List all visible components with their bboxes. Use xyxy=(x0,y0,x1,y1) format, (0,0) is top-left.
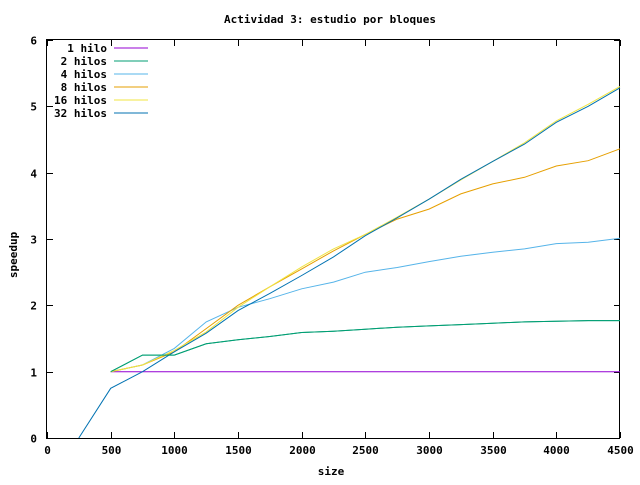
x-tick-label: 4500 xyxy=(607,444,634,457)
axis-ticks: 0 500 1000 1500 2000 2500 3000 3500 4000 4500 0 1 2 3… xyxy=(30,35,633,458)
x-tick-label: 2000 xyxy=(289,444,316,457)
series-line-6 xyxy=(110,320,620,373)
x-tick-label: 3500 xyxy=(480,444,507,457)
y-tick-label: 4 xyxy=(30,168,37,181)
x-tick-label: 3000 xyxy=(416,444,443,457)
legend-label: 16 hilos xyxy=(54,94,107,107)
series-line-2 xyxy=(110,237,621,373)
legend-label: 4 hilos xyxy=(61,68,107,81)
legend-label: 8 hilos xyxy=(61,81,107,94)
plot-frame xyxy=(46,39,620,439)
series-line-5 xyxy=(78,87,621,439)
series-lines xyxy=(78,85,621,439)
legend-label: 1 hilo xyxy=(67,42,107,55)
y-tick-label: 3 xyxy=(30,234,37,247)
y-tick-label: 5 xyxy=(30,101,37,114)
series-line-1 xyxy=(110,320,620,373)
x-tick-label: 500 xyxy=(102,444,122,457)
y-tick-label: 2 xyxy=(30,300,37,313)
x-tick-label: 1000 xyxy=(161,444,188,457)
y-tick-label: 6 xyxy=(30,35,37,48)
y-tick-label: 1 xyxy=(30,367,37,380)
legend-label: 32 hilos xyxy=(54,107,107,120)
series-line-4 xyxy=(110,85,621,373)
x-axis-label: size xyxy=(318,465,345,478)
y-tick-label: 0 xyxy=(30,433,37,446)
x-tick-label: 4000 xyxy=(543,444,570,457)
y-axis-label: speedup xyxy=(7,231,20,278)
x-tick-label: 2500 xyxy=(352,444,379,457)
legend-label: 2 hilos xyxy=(61,55,107,68)
x-tick-label: 0 xyxy=(44,444,51,457)
chart-title: Actividad 3: estudio por bloques xyxy=(224,13,436,26)
x-tick-label: 1500 xyxy=(225,444,252,457)
